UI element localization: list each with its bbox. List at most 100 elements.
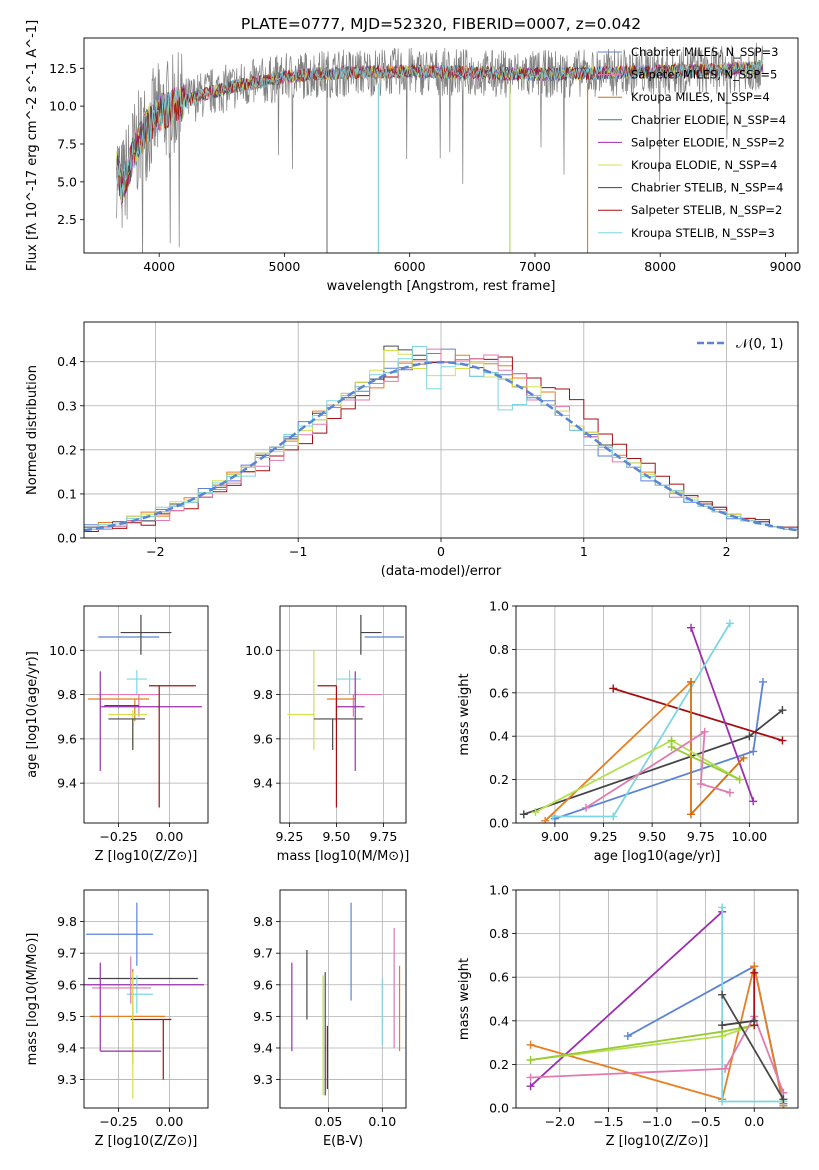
weight-lines [519, 619, 787, 823]
y-tick-label: 9.8 [57, 687, 77, 702]
x-axis-label: wavelength [Angstrom, rest frame] [327, 279, 556, 294]
age-vs-metallicity-panel: −0.25 0.00 9.4 9.6 9.8 10.0 Z [log10(Z/Z⊙)] age… [25, 605, 209, 864]
y-tick-label: 9.7 [253, 946, 273, 961]
weight-series-line [690, 627, 755, 802]
y-tick-label: 9.6 [253, 977, 273, 992]
data-point-errorbar [88, 698, 150, 722]
weight-marker [718, 1021, 727, 1030]
weight-marker [526, 1082, 535, 1091]
weight-marker [526, 1040, 535, 1049]
y-tick-label: 0.8 [489, 926, 509, 941]
errorbars [287, 614, 405, 808]
x-tick-label: 6000 [394, 259, 426, 274]
legend-label: Chabrier MILES, N_SSP=3 [631, 45, 778, 59]
y-tick-label: 1.0 [489, 883, 509, 898]
legend-label: Chabrier ELODIE, N_SSP=4 [631, 113, 786, 127]
age-vs-mass-panel: 9.25 9.50 9.75 9.4 9.6 9.8 10.0 mass [log10(M/M… [245, 605, 410, 864]
y-tick-label: 10.0 [49, 643, 77, 658]
figure-title: PLATE=0777, MJD=52320, FIBERID=0007, z=0… [241, 15, 641, 33]
weight-marker [745, 732, 754, 741]
y-tick-label: 0.4 [489, 1013, 509, 1028]
weight-series-line [612, 687, 783, 742]
y-tick-label: 9.8 [253, 687, 273, 702]
model-spectrum-line [116, 60, 764, 201]
weight-marker [700, 727, 709, 736]
weight-marker [778, 736, 787, 745]
plot-frame [83, 321, 799, 539]
x-axis-label: Z [log10(Z/Z⊙)] [606, 1134, 709, 1149]
x-tick-label: 0 [437, 544, 445, 559]
weight-series-line [721, 907, 784, 1103]
weight-marker [778, 706, 787, 715]
data-point-errorbar [126, 670, 148, 695]
weight-marker [721, 1064, 730, 1073]
weight-marker [739, 753, 748, 762]
x-tick-label: 9.00 [541, 829, 569, 844]
x-axis-label: age [log10(age/yr)] [594, 849, 721, 864]
data-point-errorbar [99, 671, 202, 771]
weight-marker [725, 619, 734, 628]
weight-marker [749, 797, 758, 806]
x-tick-label: 5000 [269, 259, 301, 274]
y-tick-label: 0.0 [57, 531, 77, 546]
plot-frame [279, 889, 407, 1109]
y-tick-label: 10.0 [245, 643, 273, 658]
x-tick-label: 9.25 [590, 829, 618, 844]
y-tick-label: 0.3 [57, 398, 77, 413]
errorbars [291, 902, 401, 1096]
y-tick-label: 0.0 [489, 816, 509, 831]
data-point-errorbar [352, 693, 382, 717]
x-tick-label: 9.25 [275, 829, 303, 844]
y-tick-label: 5.0 [57, 174, 77, 189]
y-tick-label: 9.5 [57, 1009, 77, 1024]
weight-series-line [585, 730, 731, 809]
y-axis-label: mass [log10(M/M⊙)] [25, 933, 40, 1066]
weight-marker [526, 1073, 535, 1082]
y-tick-label: 0.2 [489, 772, 509, 787]
y-tick-label: 9.5 [253, 1009, 273, 1024]
data-point-errorbar [336, 671, 365, 771]
x-axis-label: mass [log10(M/M⊙)] [277, 849, 410, 864]
x-tick-label: −1 [289, 544, 307, 559]
y-tick-label: 9.6 [253, 731, 273, 746]
data-point-errorbar [92, 956, 152, 1004]
y-tick-label: 1.0 [489, 599, 509, 614]
legend-label: Kroupa ELODIE, N_SSP=4 [631, 158, 777, 172]
x-tick-label: 0.00 [155, 1114, 183, 1129]
weight-series-line [530, 1024, 755, 1061]
legend-label: Chabrier STELIB, N_SSP=4 [631, 181, 783, 195]
plot-frame [515, 605, 799, 824]
x-tick-label: 0.0 [744, 1114, 764, 1129]
y-tick-label: 9.7 [57, 946, 77, 961]
y-tick-label: 0.2 [489, 1057, 509, 1072]
x-tick-label: 9.50 [638, 829, 666, 844]
data-point-errorbar [287, 650, 315, 750]
y-tick-label: 10.0 [49, 99, 77, 114]
weight-marker [718, 1097, 727, 1106]
x-tick-label: 9.75 [370, 829, 398, 844]
weight-marker [687, 810, 696, 819]
data-point-errorbar [90, 968, 166, 1064]
y-tick-label: 9.8 [57, 914, 77, 929]
data-point-errorbar [336, 670, 361, 695]
data-point-errorbar [108, 718, 145, 750]
weight-marker [725, 788, 734, 797]
weight-marker [526, 1056, 535, 1065]
plot-frame [279, 605, 407, 824]
y-tick-label: 0.4 [489, 729, 509, 744]
mass-vs-ebv-panel: 0.05 0.10 9.3 9.4 9.5 9.6 9.7 9.8 E(B-V) [253, 889, 407, 1149]
y-axis-label: age [log10(age/yr)] [25, 651, 40, 778]
x-tick-label: 0.05 [315, 1114, 343, 1129]
y-tick-label: 9.4 [253, 776, 273, 791]
x-tick-label: 2 [723, 544, 731, 559]
weight-marker [609, 812, 618, 821]
data-point-errorbar [327, 698, 356, 722]
x-axis-label: Z [log10(Z/Z⊙)] [95, 849, 198, 864]
weight-marker [718, 903, 727, 912]
weight-marker [609, 684, 618, 693]
x-tick-label: 0.00 [155, 829, 183, 844]
weight-marker [735, 775, 744, 784]
plot-frame [83, 605, 209, 824]
y-axis-label: mass weight [457, 673, 472, 755]
